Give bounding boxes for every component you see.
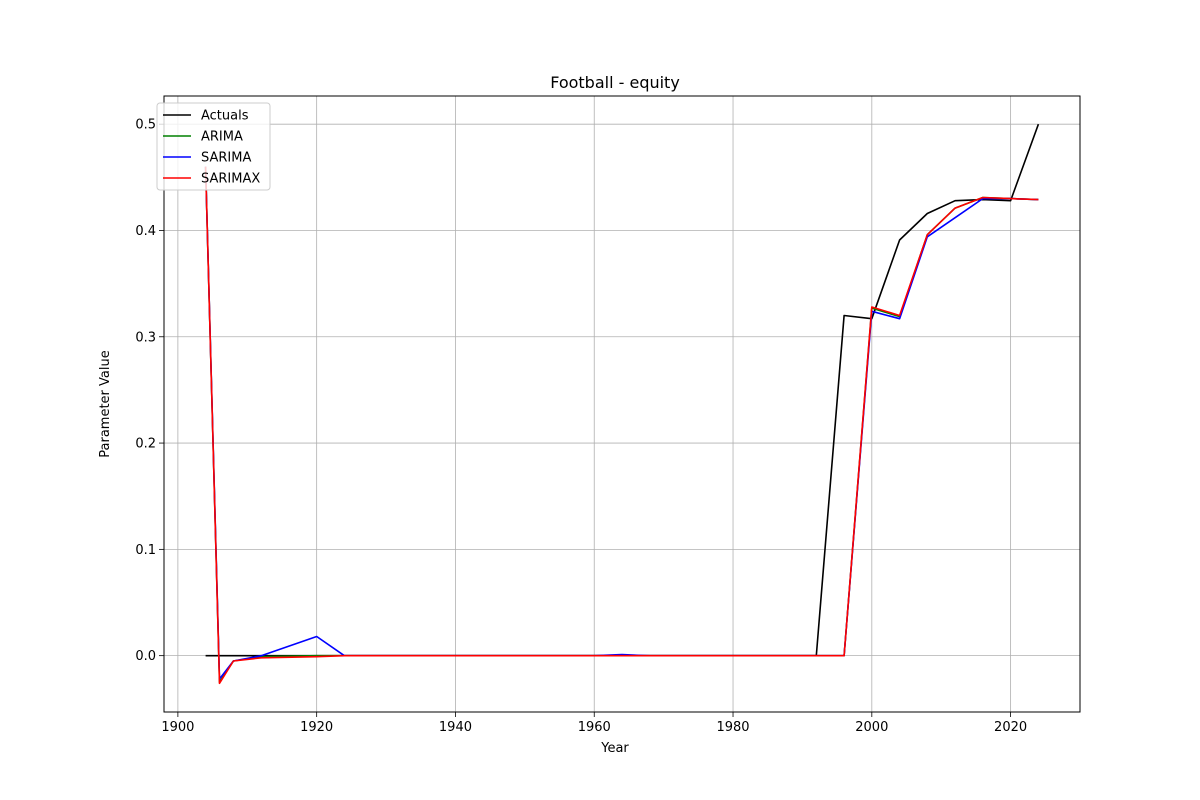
x-axis-label: Year [600, 741, 629, 756]
x-tick-label: 1920 [300, 720, 333, 735]
legend-box [156, 102, 271, 191]
x-tick-label: 1980 [716, 720, 749, 735]
chart-title: Football - equity [550, 73, 680, 92]
plot-frame [163, 95, 1081, 713]
y-tick-label: 0.2 [135, 437, 156, 452]
legend-label-sarimax: SARIMAX [201, 172, 260, 187]
legend-label-arima: ARIMA [201, 130, 243, 145]
x-tick-label: 1900 [161, 720, 194, 735]
x-tick-label: 1960 [578, 720, 611, 735]
y-tick-label: 0.1 [135, 543, 156, 558]
legend-label-actuals: Actuals [201, 109, 249, 124]
y-tick-label: 0.3 [135, 330, 156, 345]
legend: Actuals ARIMA SARIMA SARIMAX [156, 102, 271, 191]
legend-label-sarima: SARIMA [201, 151, 251, 166]
x-tick-label: 2020 [994, 720, 1027, 735]
y-tick-label: 0.5 [135, 118, 156, 133]
series-line-sarimax [204, 166, 1039, 685]
y-tick-label: 0.0 [135, 649, 156, 664]
y-axis-label: Parameter Value [98, 350, 113, 457]
plot-lines [204, 123, 1040, 685]
y-tick-label: 0.4 [135, 224, 156, 239]
x-tick-label: 1940 [439, 720, 472, 735]
axis-ticks: 1900 1920 1940 1960 1980 2000 2020 0.0 0.1 0.2 0.3… [135, 118, 1027, 735]
x-tick-label: 2000 [855, 720, 888, 735]
